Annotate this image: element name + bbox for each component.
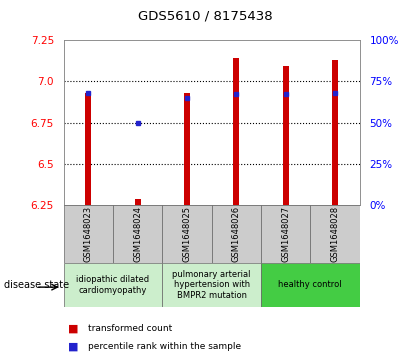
Text: transformed count: transformed count [88,324,173,333]
Bar [261,205,310,263]
Text: GSM1648028: GSM1648028 [330,206,339,262]
Bar [233,58,239,205]
Text: disease state: disease state [4,280,69,290]
Bar [261,263,360,307]
Bar [212,205,261,263]
Bar [162,263,261,307]
Text: pulmonary arterial
hypertension with
BMPR2 mutation: pulmonary arterial hypertension with BMP… [173,270,251,300]
Text: idiopathic dilated
cardiomyopathy: idiopathic dilated cardiomyopathy [76,275,150,295]
Text: GSM1648025: GSM1648025 [182,206,192,262]
Text: ■: ■ [68,342,79,352]
Bar [85,93,91,205]
Text: ■: ■ [68,323,79,334]
Bar [283,66,289,205]
Bar [113,205,162,263]
Text: healthy control: healthy control [279,281,342,289]
Bar [64,263,162,307]
Text: GSM1648024: GSM1648024 [133,206,142,262]
Text: GDS5610 / 8175438: GDS5610 / 8175438 [138,9,273,22]
Bar [162,205,212,263]
Bar [64,205,113,263]
Text: GSM1648023: GSM1648023 [84,206,93,262]
Bar [332,60,338,205]
Text: GSM1648027: GSM1648027 [281,206,290,262]
Bar [135,199,141,205]
Bar [310,205,360,263]
Text: percentile rank within the sample: percentile rank within the sample [88,342,242,351]
Bar [184,93,190,205]
Text: GSM1648026: GSM1648026 [232,206,241,262]
